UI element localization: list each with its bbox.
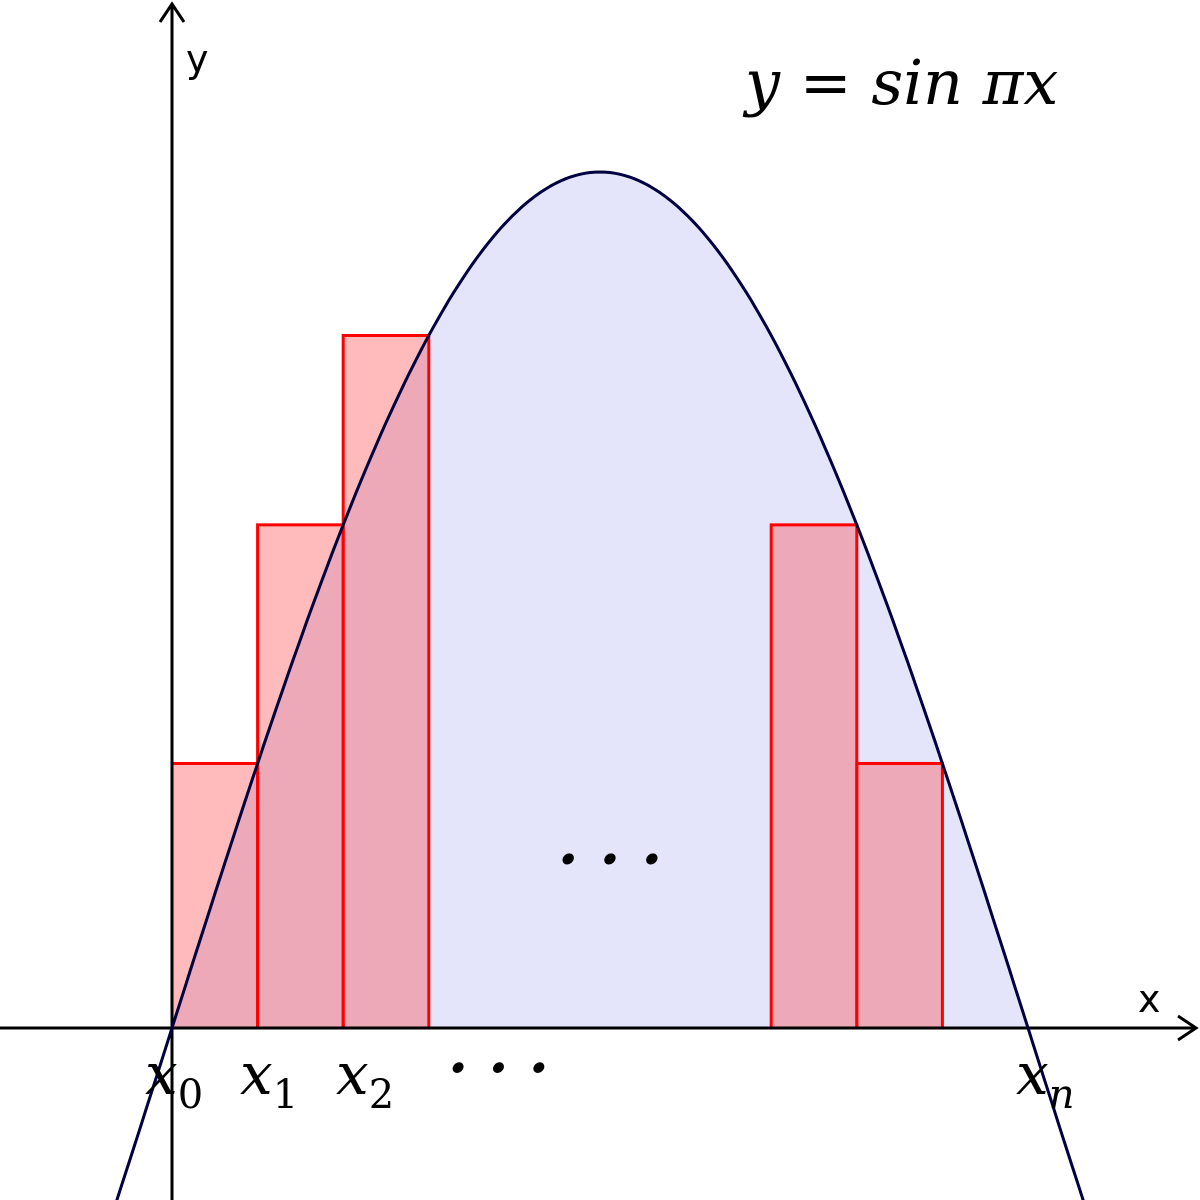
area-under-curve [172, 172, 1028, 1028]
tick-label: x1 [240, 1040, 298, 1118]
equation: y = sin πx [742, 46, 1058, 119]
y-axis-arrow [158, 1, 186, 23]
label-subscript: 2 [369, 1072, 394, 1118]
tick-label: xn [1016, 1040, 1074, 1118]
label-base: x [1016, 1040, 1049, 1108]
label-subscript: n [1049, 1072, 1075, 1118]
label-base: x [336, 1040, 369, 1108]
rectangle [855, 761, 944, 1030]
sine-curve [115, 170, 1085, 1200]
x-axis-arrow [1177, 1014, 1199, 1042]
label-subscript: 0 [178, 1072, 203, 1118]
y-axis-label: y [186, 37, 209, 81]
tick-labels: x0 x1 x2 · · · xn [145, 1034, 1074, 1118]
rectangle [769, 523, 859, 1030]
tick-label: · · · [448, 1034, 549, 1102]
tick-label: x0 [145, 1040, 203, 1118]
label-base: x [240, 1040, 273, 1108]
rectangle [341, 333, 431, 1030]
x-axis-label: x [1138, 977, 1161, 1021]
label-subscript: 1 [273, 1072, 298, 1118]
middle-dots: · · · [558, 825, 662, 895]
tick-label: x2 [336, 1040, 394, 1118]
label-base: x [145, 1040, 178, 1108]
rectangle [256, 523, 345, 1030]
